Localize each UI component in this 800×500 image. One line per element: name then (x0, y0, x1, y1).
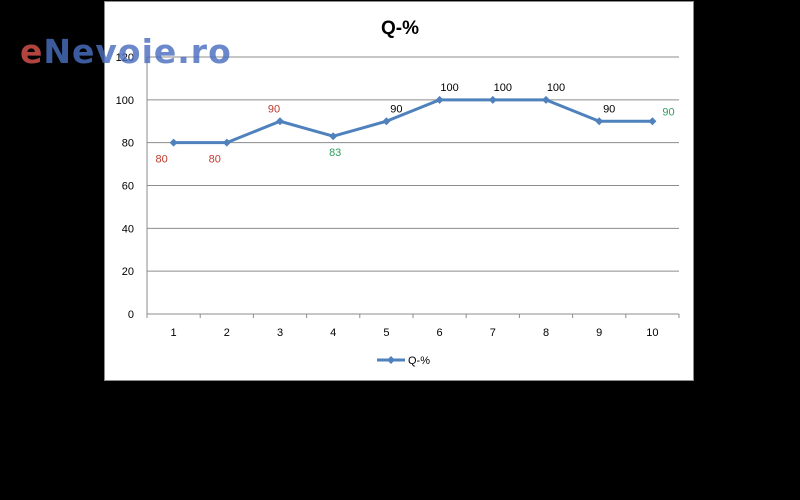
data-label: 100 (494, 82, 512, 94)
y-tick-label: 20 (122, 266, 134, 278)
data-point (276, 117, 284, 126)
x-tick-label: 10 (646, 327, 658, 339)
x-tick-label: 1 (171, 327, 177, 339)
y-tick-label: 100 (116, 95, 134, 107)
axes (146, 57, 680, 318)
series-layer (169, 95, 657, 147)
data-point (435, 95, 444, 104)
y-tick-label: 0 (128, 309, 134, 321)
data-point (222, 138, 231, 147)
y-tick-label: 120 (116, 52, 134, 64)
x-tick-label: 7 (490, 327, 496, 339)
data-label: 100 (440, 82, 458, 94)
chart-frame: Q-% 0 20 40 60 80 100 120 1 2 3 4 5 6 7 8 9 10 80 80 90 83… (104, 1, 694, 381)
y-tick-label: 40 (122, 223, 134, 235)
data-point (329, 132, 338, 141)
chart-title: Q-% (381, 18, 419, 39)
data-label: 100 (547, 82, 565, 94)
y-tick-label: 60 (122, 181, 134, 193)
x-tick-label: 9 (596, 327, 602, 339)
y-axis-tick-labels: 0 20 40 60 80 100 120 (116, 52, 134, 321)
watermark-logo-text: Nevoie.ro (43, 32, 232, 71)
gridlines (147, 56, 679, 272)
data-label: 80 (209, 154, 221, 166)
data-labels: 80 80 90 83 90 100 100 100 90 90 (155, 82, 674, 166)
series-line (173, 98, 653, 145)
data-point (488, 95, 497, 104)
line-chart: Q-% 0 20 40 60 80 100 120 1 2 3 4 5 6 7 8 9 10 80 80 90 83… (116, 18, 680, 367)
x-tick-label: 8 (543, 327, 549, 339)
y-tick-label: 80 (122, 138, 134, 150)
data-point (595, 117, 604, 126)
watermark-logo: eNevoie.ro (20, 32, 232, 71)
data-label: 80 (155, 154, 167, 166)
x-tick-label: 2 (224, 327, 230, 339)
data-point (648, 117, 657, 126)
data-label: 90 (390, 103, 402, 115)
x-axis-tick-labels: 1 2 3 4 5 6 7 8 9 10 (171, 327, 659, 339)
data-label: 90 (268, 103, 280, 115)
data-point (169, 138, 178, 147)
data-label: 90 (662, 106, 674, 118)
legend-diamond-icon (387, 356, 395, 364)
data-label: 83 (329, 147, 341, 159)
data-label: 90 (603, 103, 615, 115)
watermark-logo-e: e (20, 32, 44, 71)
x-tick-label: 5 (383, 327, 389, 339)
x-tick-label: 6 (437, 327, 443, 339)
x-tick-label: 3 (277, 327, 283, 339)
legend-label: Q-% (408, 355, 430, 367)
x-tick-label: 4 (330, 327, 336, 339)
data-point (542, 95, 550, 104)
legend: Q-% (377, 355, 430, 367)
data-point (382, 117, 391, 126)
